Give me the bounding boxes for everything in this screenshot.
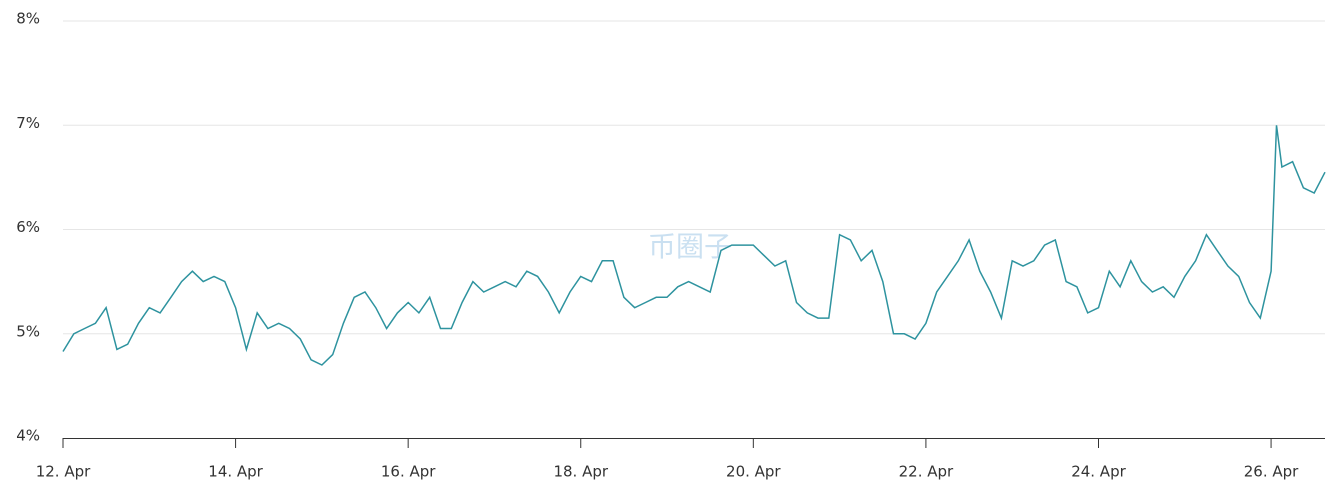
x-tick-label: 18. Apr [553, 463, 608, 481]
x-tick-label: 22. Apr [899, 463, 954, 481]
data-line [62, 125, 1326, 366]
y-tick-label: 4% [16, 427, 40, 445]
x-tick-label: 20. Apr [726, 463, 781, 481]
x-tick-label: 12. Apr [36, 463, 91, 481]
x-tick-label: 24. Apr [1071, 463, 1126, 481]
y-tick-label: 7% [16, 114, 40, 132]
y-tick-label: 8% [16, 10, 40, 28]
y-tick-label: 6% [16, 218, 40, 236]
x-tick-label: 16. Apr [381, 463, 436, 481]
x-tick-label: 26. Apr [1244, 463, 1299, 481]
x-tick-label: 14. Apr [208, 463, 263, 481]
watermark: 币圈子 [648, 230, 732, 263]
y-tick-label: 5% [16, 322, 40, 340]
